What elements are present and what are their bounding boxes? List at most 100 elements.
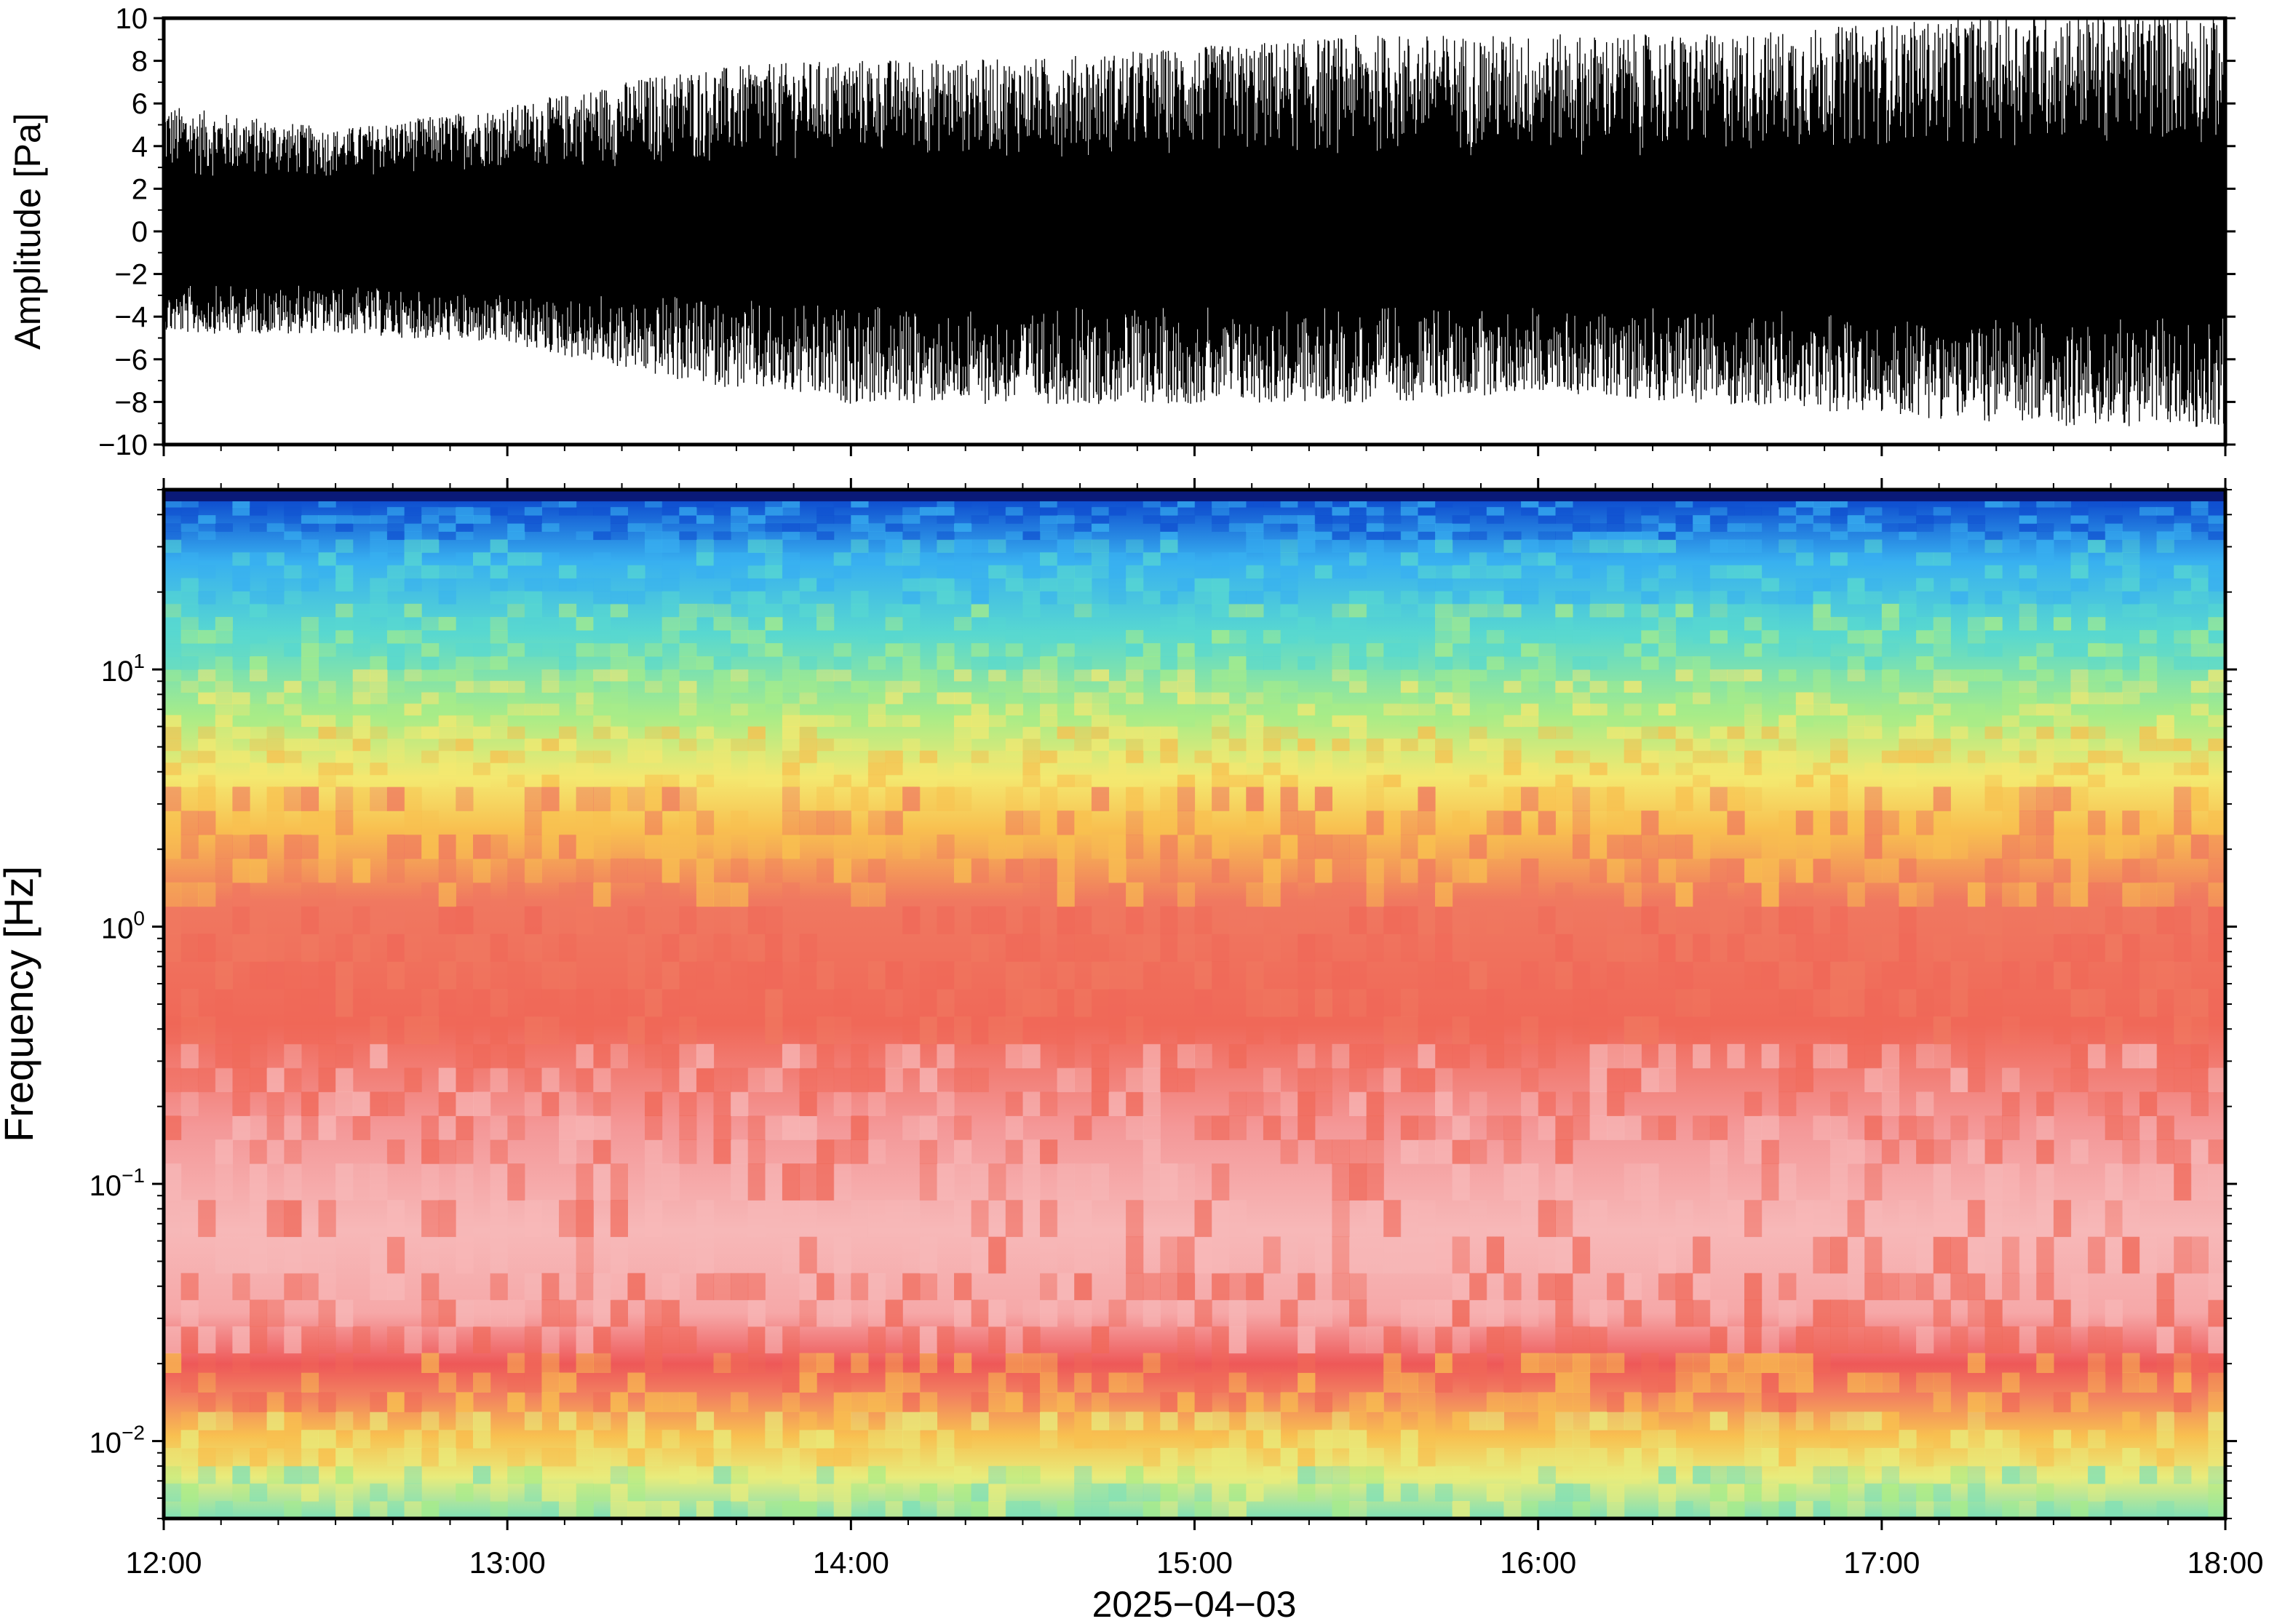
spectrogram-cell [524, 858, 542, 883]
spectrogram-cell [2122, 1412, 2140, 1430]
spectrogram-cell [765, 498, 783, 508]
spectrogram-cell [851, 1483, 869, 1502]
spectrogram-cell [1143, 656, 1161, 670]
spectrogram-cell [1761, 578, 1779, 592]
spectrogram-cell [1022, 774, 1041, 787]
spectrogram-cell [1400, 811, 1418, 835]
spectrogram-cell [2002, 774, 2020, 787]
spectrogram-nyquist-band [164, 490, 2225, 501]
spectrogram-cell [1469, 858, 1487, 883]
spectrogram-cell [2070, 715, 2089, 728]
spectrogram-cell [593, 531, 611, 541]
spectrogram-cell [731, 1273, 749, 1300]
spectrogram-cell [1916, 739, 1934, 752]
spectrogram-cell [937, 531, 955, 541]
spectrogram-cell [524, 811, 542, 835]
spectrogram-cell [1228, 498, 1247, 508]
spectrogram-cell [386, 934, 405, 962]
spectrogram-cell [2019, 656, 2037, 670]
spectrogram-cell [1091, 539, 1110, 553]
spectrogram-cell [421, 1236, 440, 1274]
spectrogram-cell [1933, 1200, 1951, 1238]
spectrogram-cell [1400, 552, 1418, 566]
spectrogram-cell [1830, 1091, 1848, 1116]
spectrogram-cell [215, 774, 233, 787]
spectrogram-cell [2122, 1043, 2140, 1069]
spectrogram-cell [232, 787, 250, 811]
spectrogram-cell [250, 858, 268, 883]
spectrogram-cell [1040, 669, 1058, 682]
spectrogram-cell [1899, 989, 1917, 1017]
spectrogram-cell [1469, 565, 1487, 579]
spectrogram-cell [867, 1326, 886, 1354]
spectrogram-cell [1916, 726, 1934, 739]
spectrogram-cell [438, 578, 456, 592]
spectrogram-cell [456, 774, 474, 787]
spectrogram-cell [1435, 906, 1453, 934]
spectrogram-cell [180, 1500, 199, 1518]
spectrogram-cell [2122, 1236, 2140, 1274]
spectrogram-cell [1727, 506, 1745, 516]
spectrogram-cell [490, 1115, 508, 1140]
spectrogram-cell [164, 1016, 182, 1045]
spectrogram-cell [2156, 961, 2174, 990]
spectrogram-cell [902, 1273, 921, 1300]
spectrogram-cell [1624, 1465, 1642, 1484]
spectrogram-cell [1435, 1326, 1453, 1354]
spectrogram-cell [541, 704, 560, 716]
spectrogram-cell [1761, 616, 1779, 631]
spectrogram-cell [902, 1448, 921, 1467]
spectrogram-cell [1813, 1500, 1831, 1518]
spectrogram-cell [1555, 692, 1573, 704]
spectrogram-cell [507, 616, 525, 631]
spectrogram-cell [2139, 726, 2158, 739]
spectrogram-cell [1864, 989, 1883, 1017]
spectrogram-cell [1813, 629, 1831, 644]
spectrogram-cell [867, 774, 886, 787]
spectrogram-cell [1572, 1448, 1591, 1467]
spectrogram-cell [816, 515, 835, 524]
spectrogram-cell [1418, 1372, 1436, 1393]
spectrogram-cell [1761, 1043, 1779, 1069]
spectrogram-cell [421, 774, 440, 787]
spectrogram-cell [1572, 1326, 1591, 1354]
spectrogram-cell [851, 882, 869, 907]
spectrogram-cell [765, 1115, 783, 1140]
spectrogram-cell [782, 1500, 800, 1518]
spectrogram-cell [2019, 603, 2037, 618]
spectrogram-cell [576, 1353, 594, 1373]
spectrogram-cell [1126, 565, 1144, 579]
spectrogram-cell [232, 591, 250, 605]
spectrogram-cell [1005, 1326, 1023, 1354]
spectrogram-cell [1555, 680, 1573, 693]
spectrogram-cell [438, 1091, 456, 1116]
spectrogram-cell [1744, 506, 1763, 516]
spectrogram-cell [2122, 656, 2140, 670]
spectrogram-cell [2122, 1372, 2140, 1393]
spectrogram-cell [1744, 1412, 1763, 1430]
spectrogram-cell [971, 1500, 989, 1518]
spectrogram-cell [198, 1353, 216, 1373]
spectrogram-cell [1040, 858, 1058, 883]
spectrogram-cell [1452, 515, 1470, 524]
spectrogram-cell [2208, 1412, 2225, 1430]
spectrogram-cell [610, 1465, 628, 1484]
spectrogram-cell [1074, 498, 1092, 508]
spectrogram-cell [851, 680, 869, 693]
spectrogram-cell [799, 1412, 817, 1430]
spectrogram-cell [386, 531, 405, 541]
spectrogram-cell [404, 1392, 422, 1412]
spectrogram-cell [1160, 1412, 1178, 1430]
spectrogram-cell [1916, 1043, 1934, 1069]
spectrogram-cell [541, 523, 560, 532]
spectrogram-cell [1675, 934, 1693, 962]
spectrogram-cell [1366, 763, 1384, 776]
spectrogram-cell [971, 1412, 989, 1430]
spectrogram-cell [747, 1353, 766, 1373]
spectrogram-cell [1693, 1465, 1711, 1484]
spectrogram-cell [284, 1412, 302, 1430]
spectrogram-cell [1126, 750, 1144, 763]
spectrogram-cell [266, 934, 285, 962]
spectrogram-cell [1984, 1115, 2003, 1140]
spectrogram-cell [1830, 1043, 1848, 1069]
